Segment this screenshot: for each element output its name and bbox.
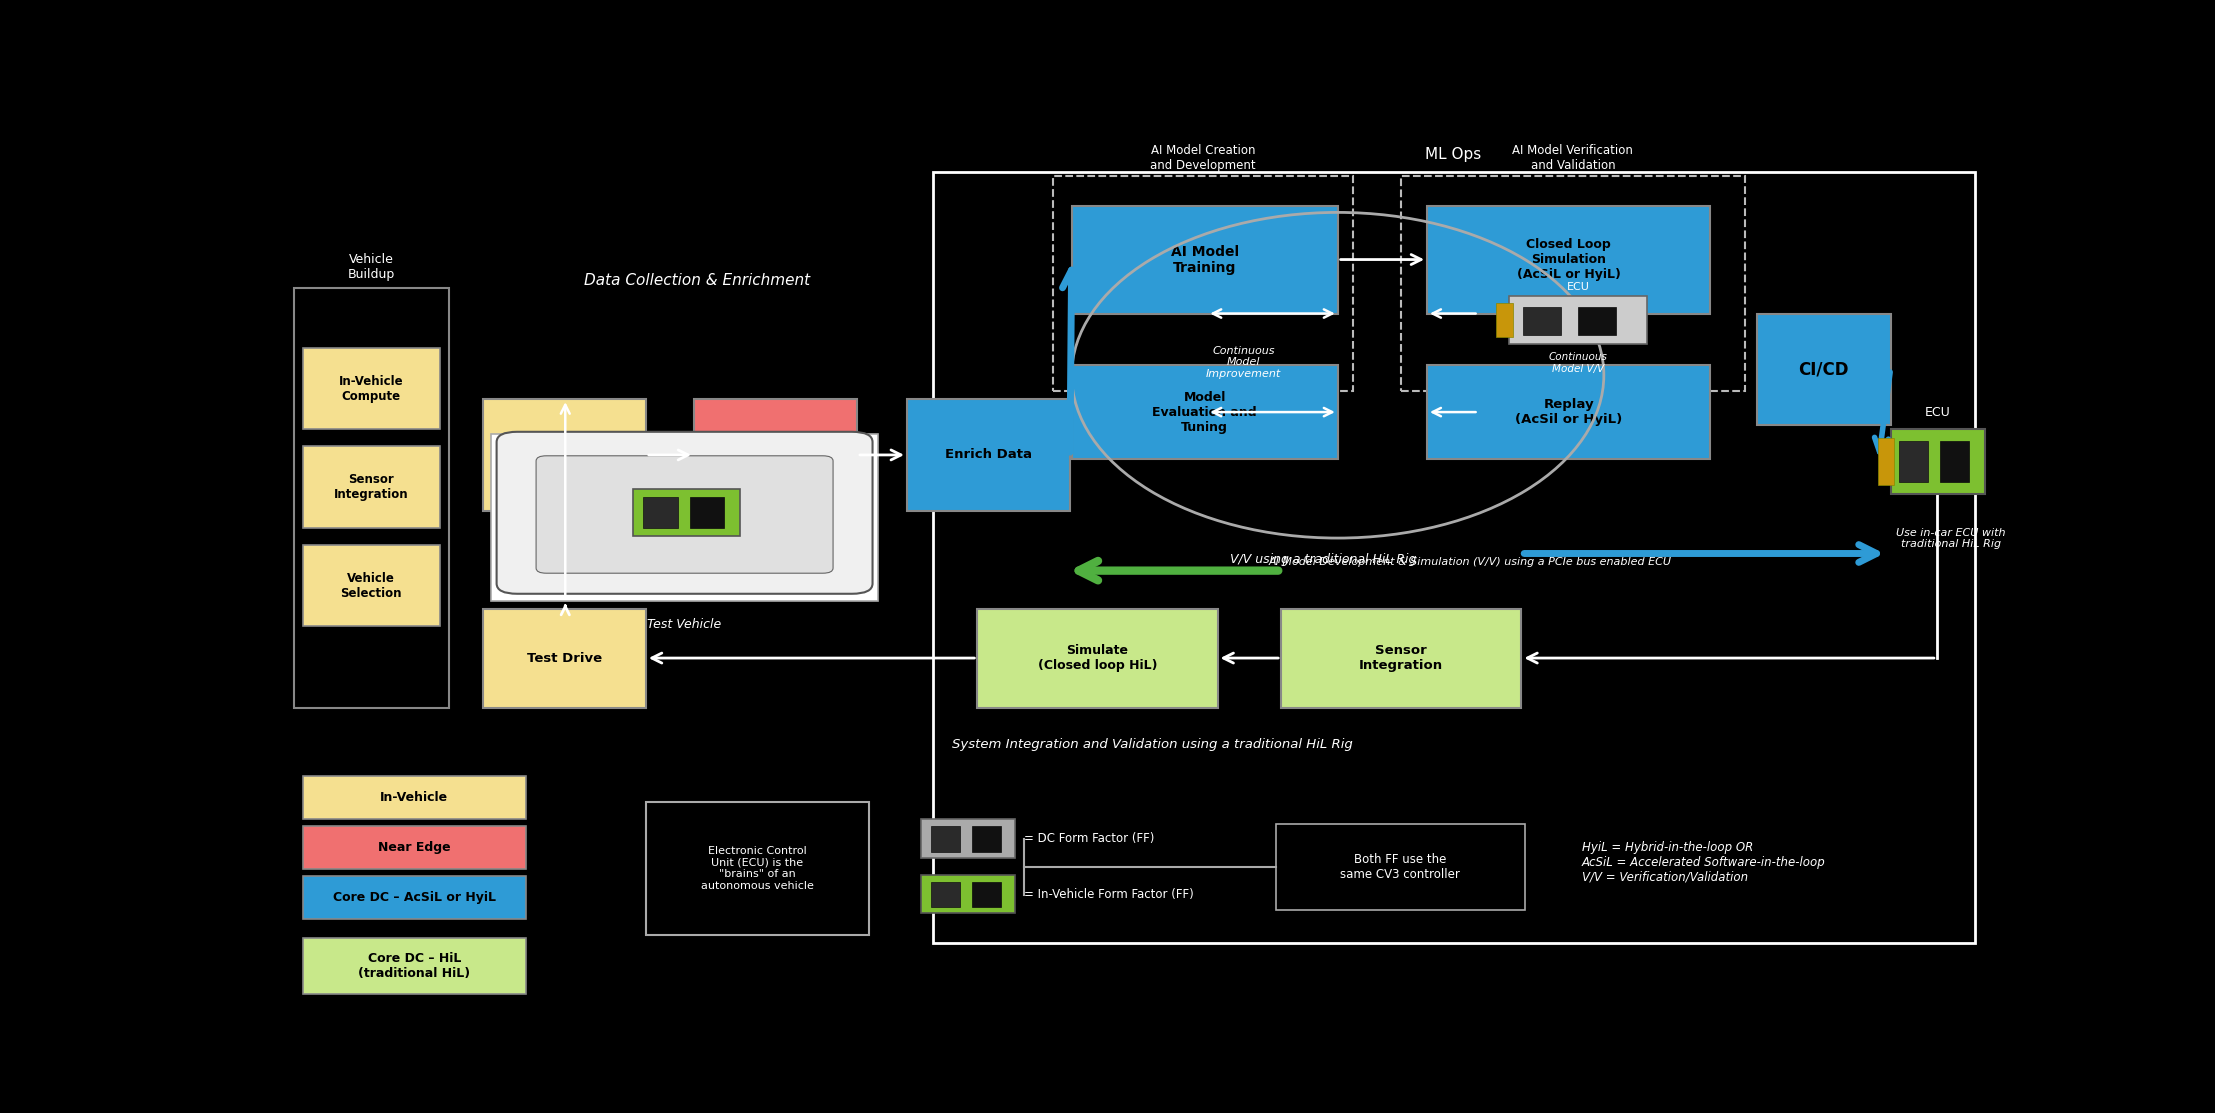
Text: ML Ops: ML Ops bbox=[1426, 147, 1482, 161]
Bar bbox=[921, 819, 1014, 858]
Bar bbox=[977, 609, 1218, 708]
Text: Vehicle
Buildup: Vehicle Buildup bbox=[348, 253, 394, 280]
Bar bbox=[1889, 430, 1985, 493]
Bar bbox=[642, 498, 678, 529]
Text: Data
Recording: Data Recording bbox=[527, 441, 602, 469]
Bar bbox=[1276, 824, 1524, 909]
Text: Test Vehicle: Test Vehicle bbox=[647, 618, 722, 631]
Text: Near Edge: Near Edge bbox=[379, 841, 450, 854]
Bar bbox=[933, 173, 1974, 944]
Bar bbox=[1495, 303, 1513, 336]
Text: V/V using a traditional HiL Rig: V/V using a traditional HiL Rig bbox=[1229, 553, 1415, 567]
Bar bbox=[930, 881, 959, 907]
Bar bbox=[1072, 365, 1338, 460]
Bar bbox=[633, 489, 740, 536]
Text: In-Vehicle
Compute: In-Vehicle Compute bbox=[339, 374, 403, 403]
Text: Continuous
Model V/V: Continuous Model V/V bbox=[1548, 352, 1608, 374]
Text: = In-Vehicle Form Factor (FF): = In-Vehicle Form Factor (FF) bbox=[1023, 888, 1194, 902]
Bar bbox=[303, 347, 441, 430]
Bar bbox=[921, 875, 1014, 914]
Bar bbox=[483, 609, 647, 708]
Text: Offload &
Ingest: Offload & Ingest bbox=[740, 441, 811, 469]
FancyBboxPatch shape bbox=[496, 432, 873, 593]
Text: Continuous
Model
Improvement: Continuous Model Improvement bbox=[1205, 346, 1280, 380]
Bar bbox=[647, 802, 868, 935]
Text: Sensor
Integration: Sensor Integration bbox=[1360, 644, 1444, 672]
Text: Simulate
(Closed loop HiL): Simulate (Closed loop HiL) bbox=[1037, 644, 1156, 672]
Text: Data Collection & Enrichment: Data Collection & Enrichment bbox=[585, 273, 811, 288]
Text: CI/CD: CI/CD bbox=[1799, 361, 1850, 378]
Bar bbox=[483, 400, 647, 511]
Text: Use in-car ECU with
traditional HiL Rig: Use in-car ECU with traditional HiL Rig bbox=[1896, 528, 2005, 550]
Bar bbox=[1756, 314, 1889, 425]
Bar bbox=[1898, 441, 1929, 482]
Bar bbox=[972, 826, 1001, 851]
Text: ECU: ECU bbox=[1925, 406, 1951, 418]
Text: Both FF use the
same CV3 controller: Both FF use the same CV3 controller bbox=[1340, 853, 1460, 880]
Bar bbox=[303, 777, 525, 819]
Text: Vehicle
Selection: Vehicle Selection bbox=[341, 572, 403, 600]
Bar bbox=[1280, 609, 1522, 708]
Text: Core DC – AcSiL or HyiL: Core DC – AcSiL or HyiL bbox=[332, 890, 496, 904]
Bar bbox=[1524, 307, 1562, 335]
Bar bbox=[1072, 206, 1338, 314]
Bar bbox=[303, 826, 525, 869]
Bar bbox=[1878, 437, 1894, 485]
Bar bbox=[930, 826, 959, 851]
Text: Enrich Data: Enrich Data bbox=[946, 449, 1032, 462]
Text: AI Model Creation
and Development: AI Model Creation and Development bbox=[1150, 144, 1256, 173]
Text: System Integration and Validation using a traditional HiL Rig: System Integration and Validation using … bbox=[952, 738, 1353, 751]
Text: AI Model Verification
and Validation: AI Model Verification and Validation bbox=[1513, 144, 1632, 173]
FancyBboxPatch shape bbox=[536, 456, 833, 573]
Bar bbox=[295, 288, 447, 708]
Bar bbox=[1402, 176, 1745, 391]
Text: ECU: ECU bbox=[1566, 282, 1590, 292]
Bar bbox=[1426, 206, 1710, 314]
Text: Replay
(AcSil or HyiL): Replay (AcSil or HyiL) bbox=[1515, 398, 1621, 426]
Text: AI Model Development & Simulation (V/V) using a PCIe bus enabled ECU: AI Model Development & Simulation (V/V) … bbox=[1269, 558, 1672, 567]
Bar bbox=[303, 446, 441, 528]
Bar bbox=[1940, 441, 1969, 482]
Text: HyiL = Hybrid-in-the-loop OR
AcSiL = Accelerated Software-in-the-loop
V/V = Veri: HyiL = Hybrid-in-the-loop OR AcSiL = Acc… bbox=[1582, 840, 1825, 884]
Text: Core DC – HiL
(traditional HiL): Core DC – HiL (traditional HiL) bbox=[359, 952, 470, 981]
Text: AI Model
Training: AI Model Training bbox=[1172, 245, 1238, 275]
Bar bbox=[303, 938, 525, 994]
Text: Model
Evaluation and
Tuning: Model Evaluation and Tuning bbox=[1152, 391, 1258, 434]
Bar bbox=[1508, 296, 1646, 344]
Bar bbox=[689, 498, 724, 529]
Bar bbox=[1052, 176, 1353, 391]
Bar bbox=[492, 433, 877, 601]
Bar bbox=[303, 545, 441, 627]
Bar bbox=[693, 400, 857, 511]
Bar bbox=[906, 400, 1070, 511]
Bar bbox=[972, 881, 1001, 907]
Text: Electronic Control
Unit (ECU) is the
"brains" of an
autonomous vehicle: Electronic Control Unit (ECU) is the "br… bbox=[702, 846, 813, 890]
Bar bbox=[1426, 365, 1710, 460]
Text: Sensor
Integration: Sensor Integration bbox=[334, 473, 408, 501]
Bar bbox=[303, 876, 525, 918]
Bar bbox=[1577, 307, 1615, 335]
Text: In-Vehicle: In-Vehicle bbox=[381, 791, 447, 805]
Text: = DC Form Factor (FF): = DC Form Factor (FF) bbox=[1023, 833, 1154, 846]
Text: Closed Loop
Simulation
(AcSiL or HyiL): Closed Loop Simulation (AcSiL or HyiL) bbox=[1517, 238, 1621, 282]
Text: Test Drive: Test Drive bbox=[527, 652, 602, 664]
